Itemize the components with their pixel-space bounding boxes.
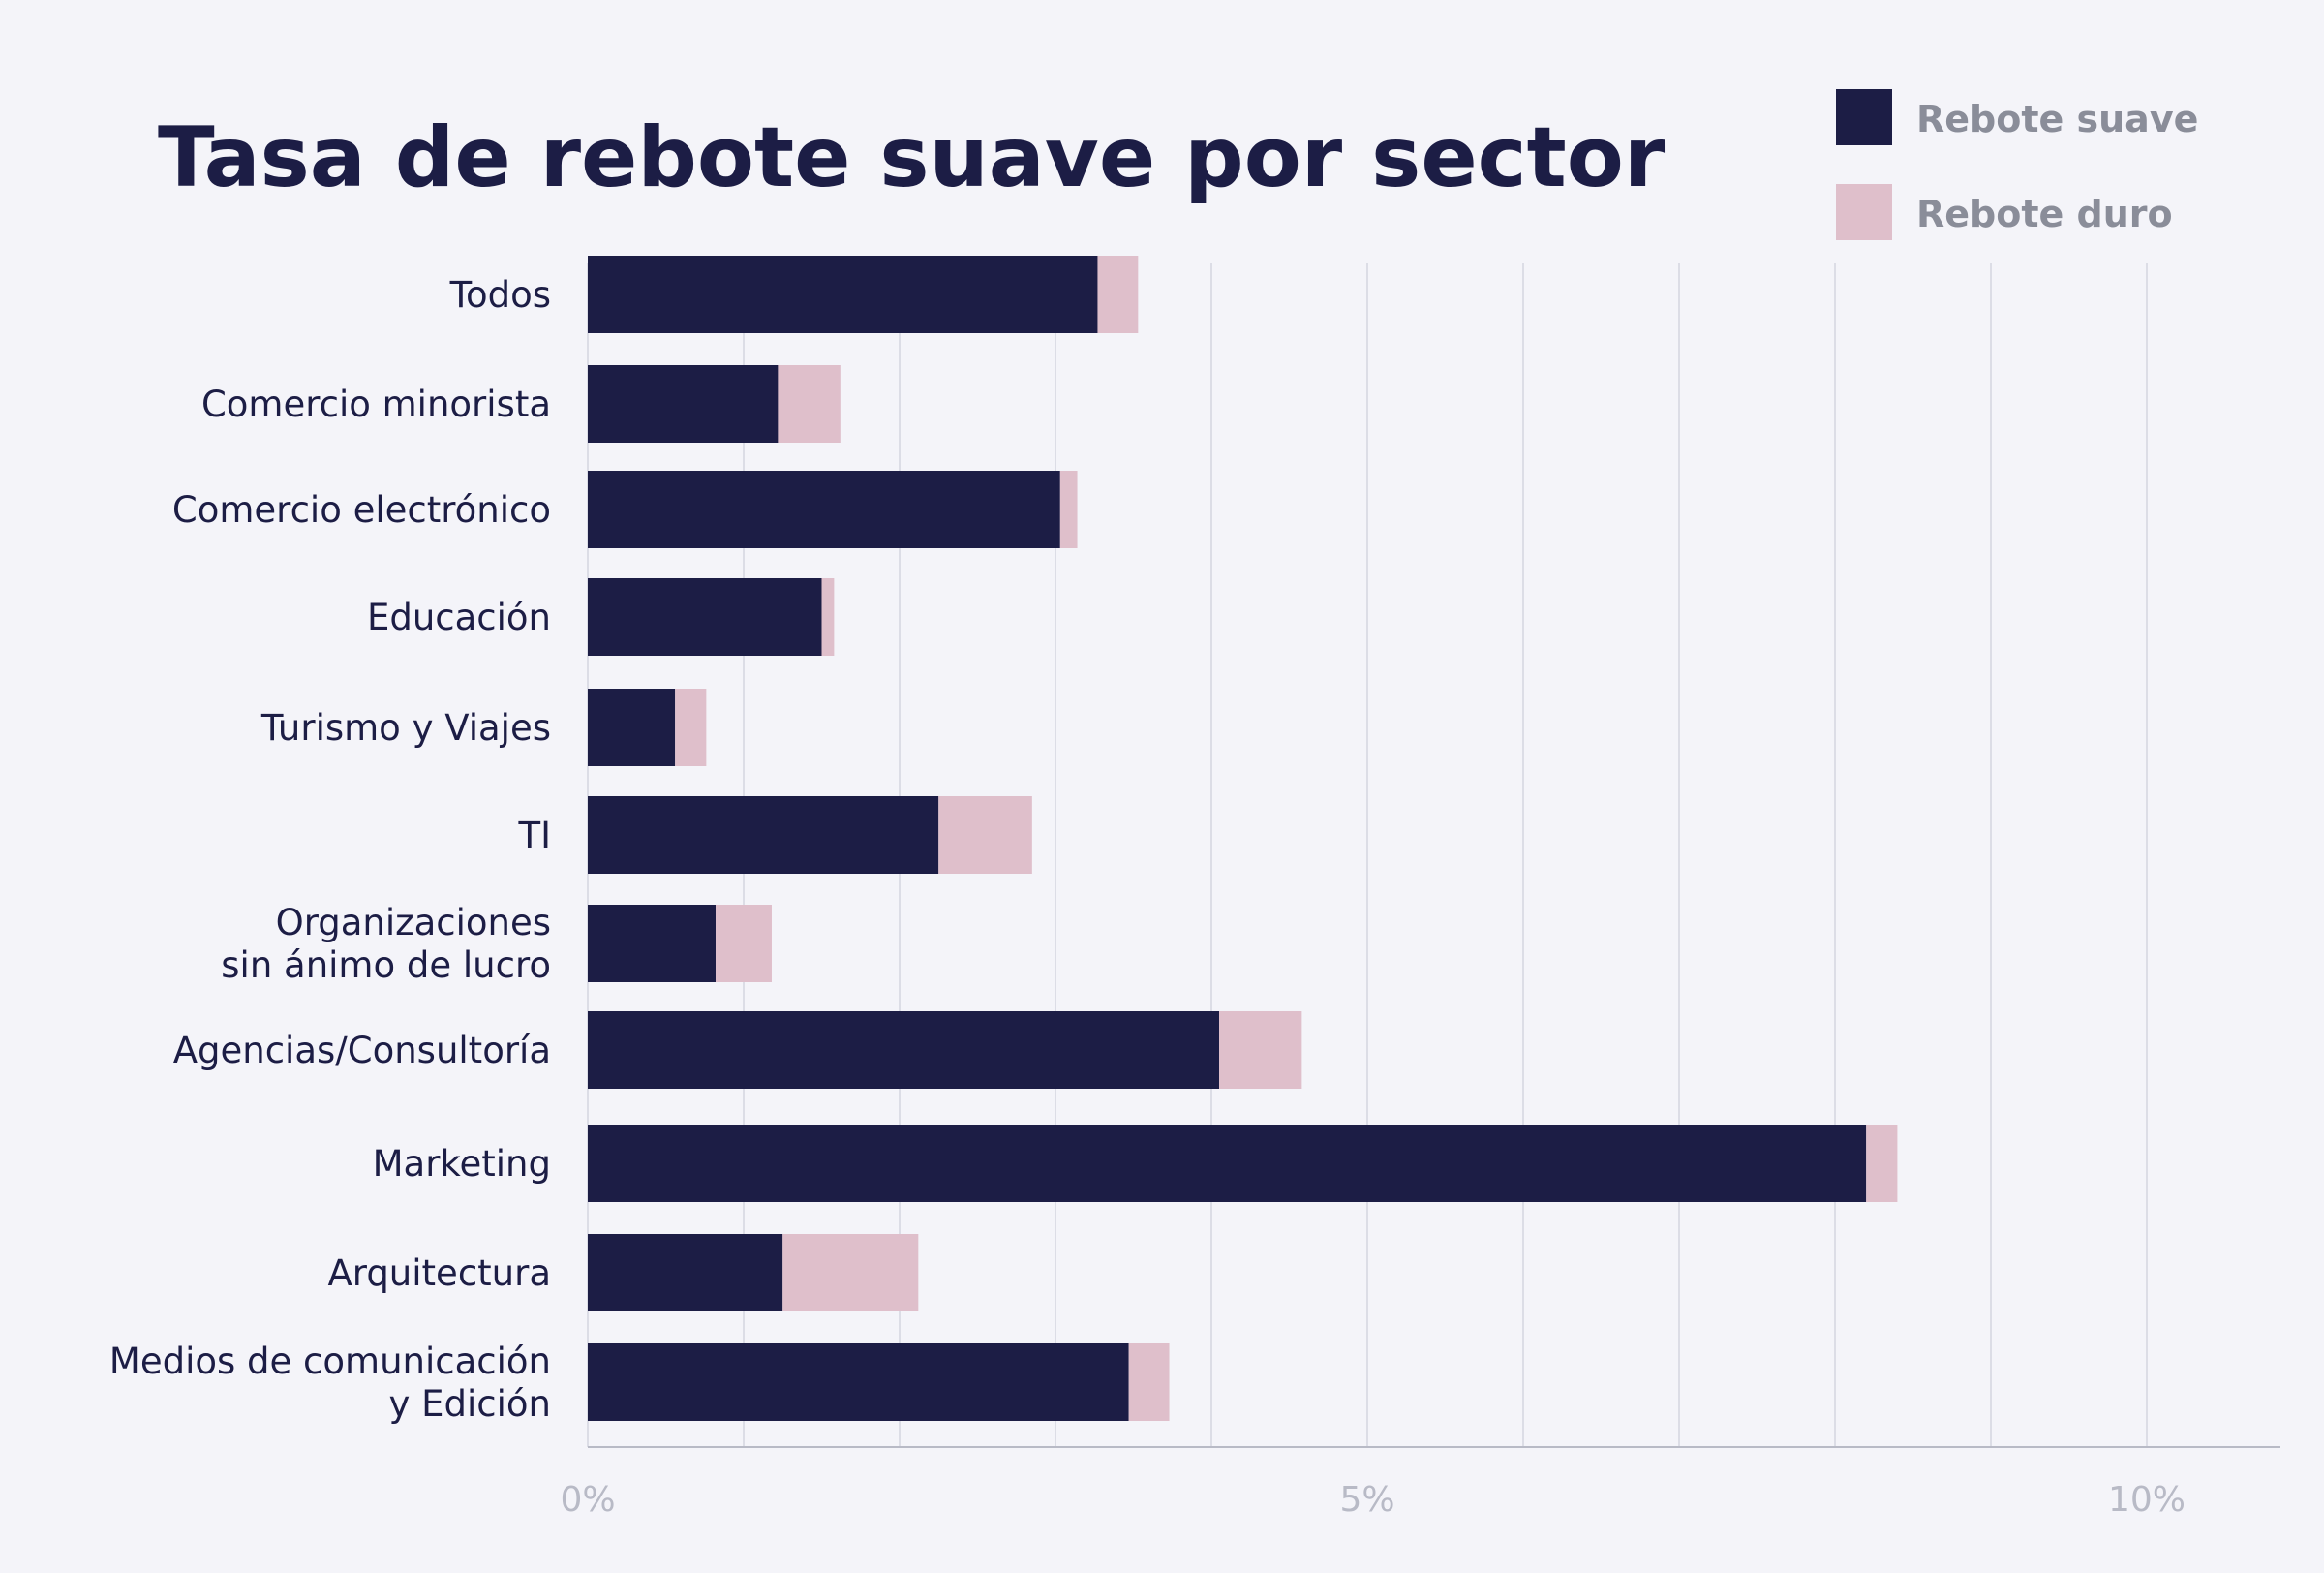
bar-rebote-suave-medios-de-comunicacion-y-edicion: [588, 1343, 1129, 1421]
bar-rebote-suave-todos: [588, 256, 1098, 333]
legend: Rebote suave Rebote duro: [1836, 89, 2198, 240]
category-label-line: Organizaciones: [276, 902, 551, 943]
category-label-line: sin ánimo de lucro: [221, 944, 551, 986]
category-label-organizaciones-sin-animo-de-lucro: Organizaciones sin ánimo de lucro: [221, 902, 551, 986]
chart-title: Tasa de rebote suave por sector: [158, 109, 1666, 206]
category-label-educacion: Educación: [367, 597, 551, 638]
bar-rebote-duro-comercio-minorista: [778, 365, 841, 443]
category-label-marketing: Marketing: [373, 1143, 551, 1185]
category-label-agencias-consultoria: Agencias/Consultoría: [173, 1030, 551, 1071]
bar-rebote-suave-ti: [588, 796, 939, 874]
category-label-line: Marketing: [373, 1143, 551, 1185]
category-label-line: Todos: [449, 274, 551, 316]
bar-rebote-duro-medios-de-comunicacion-y-edicion: [1128, 1343, 1170, 1421]
legend-swatch-rebote-duro: [1836, 184, 1892, 240]
category-label-line: Arquitectura: [327, 1252, 551, 1294]
legend-item-rebote-duro[interactable]: Rebote duro: [1836, 184, 2173, 240]
bar-rebote-duro-agencias-consultoria: [1219, 1011, 1302, 1089]
category-label-comercio-electronico: Comercio electrónico: [172, 489, 551, 531]
bars: [588, 256, 1898, 1421]
category-label-line: Medios de comunicación: [109, 1341, 551, 1382]
legend-swatch-rebote-suave: [1836, 89, 1892, 145]
category-label-line: y Edición: [388, 1383, 551, 1425]
category-label-line: Educación: [367, 597, 551, 638]
bar-rebote-duro-marketing: [1866, 1125, 1898, 1202]
category-label-turismo-y-viajes: Turismo y Viajes: [260, 707, 551, 749]
bar-rebote-suave-agencias-consultoria: [588, 1011, 1220, 1089]
legend-item-rebote-suave[interactable]: Rebote suave: [1836, 89, 2198, 145]
bar-rebote-duro-turismo-y-viajes: [675, 689, 707, 766]
bar-rebote-duro-arquitectura: [782, 1234, 919, 1311]
category-label-line: Comercio minorista: [201, 384, 551, 425]
category-label-line: Comercio electrónico: [172, 489, 551, 531]
category-labels: Todos Comercio minorista Comercio electrón…: [109, 274, 551, 1425]
bar-rebote-duro-educacion: [821, 578, 835, 656]
bar-rebote-suave-comercio-minorista: [588, 365, 779, 443]
gridlines: [587, 263, 2148, 1447]
x-tick-label-0: 0%: [560, 1480, 615, 1520]
x-tick-label-10: 10%: [2108, 1480, 2186, 1520]
category-label-line: TI: [517, 815, 551, 856]
bar-rebote-suave-turismo-y-viajes: [588, 689, 676, 766]
x-tick-labels: 0% 5% 10%: [560, 1480, 2186, 1520]
category-label-line: Agencias/Consultoría: [173, 1030, 551, 1071]
bar-rebote-duro-organizaciones-sin-animo-de-lucro: [716, 905, 772, 982]
legend-label-rebote-duro: Rebote duro: [1916, 193, 2173, 235]
bar-rebote-suave-organizaciones-sin-animo-de-lucro: [588, 905, 717, 982]
legend-label-rebote-suave: Rebote suave: [1916, 98, 2198, 140]
x-tick-label-5: 5%: [1339, 1480, 1394, 1520]
bar-rebote-duro-todos: [1097, 256, 1139, 333]
bar-rebote-suave-arquitectura: [588, 1234, 783, 1311]
bar-rebote-suave-educacion: [588, 578, 822, 656]
category-label-arquitectura: Arquitectura: [327, 1252, 551, 1294]
bar-rebote-suave-marketing: [588, 1125, 1867, 1202]
bar-rebote-suave-comercio-electronico: [588, 471, 1060, 548]
category-label-ti: TI: [517, 815, 551, 856]
category-label-todos: Todos: [449, 274, 551, 316]
bar-rebote-duro-comercio-electronico: [1059, 471, 1078, 548]
category-label-medios-de-comunicacion-y-edicion: Medios de comunicación y Edición: [109, 1341, 551, 1425]
bar-rebote-duro-ti: [938, 796, 1032, 874]
category-label-comercio-minorista: Comercio minorista: [201, 384, 551, 425]
category-label-line: Turismo y Viajes: [260, 707, 551, 749]
